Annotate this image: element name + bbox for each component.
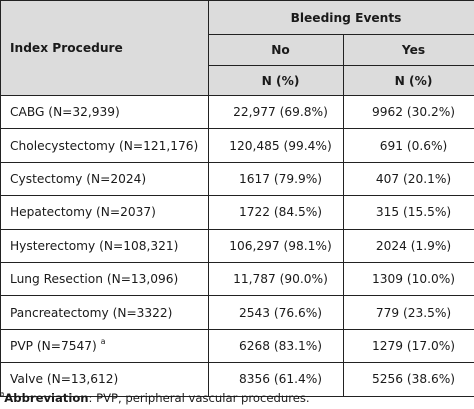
yes-cell: 315 (15.5%) [343, 195, 474, 230]
footnote-reference: a [100, 336, 106, 346]
procedure-label: Valve (N=13,612) [10, 372, 119, 387]
no-cell: 11,787 (90.0%) [208, 261, 344, 297]
procedure-label: Cholecystectomy (N=121,176) [10, 138, 199, 153]
bleeding-events-header: Bleeding Events [208, 0, 474, 35]
table-row: Valve (N=13,612) 8356 (61.4%) 5256 (38.6%) [0, 362, 474, 397]
table-row: Hepatectomy (N=2037) 1722 (84.5%) 315 (15.… [0, 195, 474, 230]
footnote-label: Abbreviation [4, 391, 89, 405]
procedure-label: Pancreatectomy (N=3322) [10, 305, 173, 320]
footnote: aAbbreviation: PVP, peripheral vascular … [0, 390, 310, 405]
procedure-label: PVP (N=7547) [10, 338, 97, 353]
no-cell: 2543 (76.6%) [208, 295, 344, 330]
no-cell: 1617 (79.9%) [208, 161, 344, 197]
yes-cell: 5256 (38.6%) [343, 362, 474, 397]
no-cell: 6268 (83.1%) [208, 328, 344, 364]
yes-cell: 1309 (10.0%) [343, 261, 474, 297]
yes-cell: 2024 (1.9%) [343, 228, 474, 263]
yes-unit-header: N (%) [343, 65, 474, 96]
no-cell: 1722 (84.5%) [208, 195, 344, 230]
no-cell: 120,485 (99.4%) [208, 128, 344, 163]
table-row: Cystectomy (N=2024) 1617 (79.9%) 407 (20.1… [0, 161, 474, 197]
procedure-cell: CABG (N=32,939) [0, 94, 209, 130]
no-header: No [208, 34, 344, 66]
procedure-label: Lung Resection (N=13,096) [10, 272, 179, 287]
procedure-cell: Hepatectomy (N=2037) [0, 195, 209, 230]
procedure-label: Cystectomy (N=2024) [10, 171, 147, 186]
procedure-cell: PVP (N=7547) a [0, 328, 209, 364]
no-cell: 106,297 (98.1%) [208, 228, 344, 263]
procedure-label: Hepatectomy (N=2037) [10, 205, 156, 220]
procedure-cell: Lung Resection (N=13,096) [0, 261, 209, 297]
footnote-text: : PVP, peripheral vascular procedures. [88, 391, 310, 405]
table-row: CABG (N=32,939) 22,977 (69.8%) 9962 (30.2%… [0, 94, 474, 130]
table-row: Cholecystectomy (N=121,176) 120,485 (99.4… [0, 128, 474, 163]
no-unit-header: N (%) [208, 65, 344, 96]
procedure-cell: Hysterectomy (N=108,321) [0, 228, 209, 263]
bleeding-events-table: Index Procedure Bleeding Events No Yes N… [0, 0, 474, 397]
table-row: Hysterectomy (N=108,321) 106,297 (98.1%) 2… [0, 228, 474, 263]
index-procedure-header: Index Procedure [0, 0, 209, 96]
no-cell: 8356 (61.4%) [208, 362, 344, 397]
procedure-cell: Pancreatectomy (N=3322) [0, 295, 209, 330]
procedure-cell: Cholecystectomy (N=121,176) [0, 128, 209, 163]
no-cell: 22,977 (69.8%) [208, 94, 344, 130]
yes-cell: 407 (20.1%) [343, 161, 474, 197]
table-body: CABG (N=32,939) 22,977 (69.8%) 9962 (30.2%… [0, 94, 474, 397]
table-row: PVP (N=7547) a 6268 (83.1%) 1279 (17.0%) [0, 328, 474, 364]
procedure-label: CABG (N=32,939) [10, 105, 120, 120]
yes-header: Yes [343, 34, 474, 66]
procedure-cell: Cystectomy (N=2024) [0, 161, 209, 197]
footnote-marker: a [0, 390, 5, 398]
table-row: Pancreatectomy (N=3322) 2543 (76.6%) 779 (… [0, 295, 474, 330]
procedure-cell: Valve (N=13,612) [0, 362, 209, 397]
procedure-label: Hysterectomy (N=108,321) [10, 238, 179, 253]
yes-cell: 779 (23.5%) [343, 295, 474, 330]
table-row: Lung Resection (N=13,096) 11,787 (90.0%) 1… [0, 261, 474, 297]
header-row-1: Index Procedure Bleeding Events [0, 0, 474, 96]
yes-cell: 9962 (30.2%) [343, 94, 474, 130]
yes-cell: 1279 (17.0%) [343, 328, 474, 364]
yes-cell: 691 (0.6%) [343, 128, 474, 163]
